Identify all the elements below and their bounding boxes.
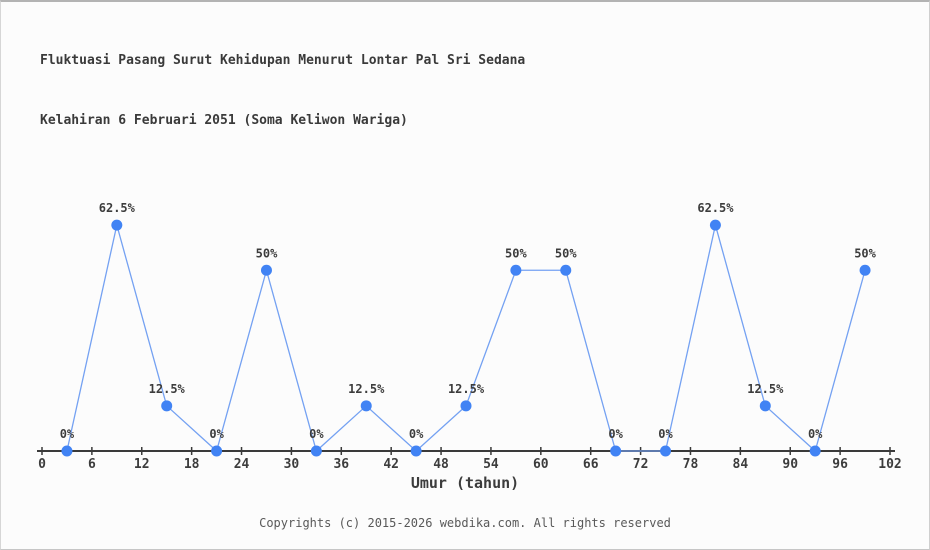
point-label: 0%	[409, 427, 424, 441]
x-tick-label: 84	[733, 457, 749, 472]
x-tick-label: 6	[88, 457, 96, 472]
point-label: 62.5%	[99, 201, 136, 215]
x-axis-title: Umur (tahun)	[410, 474, 520, 492]
point-label: 62.5%	[697, 201, 734, 215]
data-point	[859, 264, 871, 276]
x-tick-label: 60	[533, 457, 549, 472]
data-point	[111, 219, 123, 231]
data-point	[310, 445, 322, 457]
x-tick-label: 42	[383, 457, 399, 472]
data-point	[410, 445, 422, 457]
data-point	[61, 445, 73, 457]
data-line	[66, 224, 866, 453]
data-point	[510, 264, 522, 276]
copyright-text: Copyrights (c) 2015-2026 webdika.com. Al…	[259, 516, 671, 530]
x-tick-label: 18	[184, 457, 200, 472]
x-tick-label: 24	[234, 457, 250, 472]
x-tick-label: 36	[333, 457, 349, 472]
x-tick-label: 90	[782, 457, 798, 472]
point-label: 0%	[309, 427, 324, 441]
point-label: 12.5%	[149, 382, 186, 396]
data-point	[260, 264, 272, 276]
x-tick-label: 54	[483, 457, 499, 472]
chart-title-line2: Kelahiran 6 Februari 2051 (Soma Keliwon …	[40, 113, 408, 128]
data-point	[759, 400, 771, 412]
point-label: 0%	[808, 427, 823, 441]
point-label: 0%	[658, 427, 673, 441]
x-tick-label: 102	[878, 457, 901, 472]
point-label: 0%	[60, 427, 75, 441]
x-tick-label: 48	[433, 457, 449, 472]
data-point	[809, 445, 821, 457]
chart-title: Fluktuasi Pasang Surut Kehidupan Menurut…	[40, 11, 525, 171]
x-tick-label: 66	[583, 457, 599, 472]
x-tick-label: 96	[832, 457, 848, 472]
point-label: 0%	[608, 427, 623, 441]
data-point	[360, 400, 372, 412]
x-tick-label: 0	[38, 457, 46, 472]
point-label: 0%	[209, 427, 224, 441]
data-point	[161, 400, 173, 412]
point-label: 12.5%	[448, 382, 485, 396]
data-point	[709, 219, 721, 231]
x-tick-label: 78	[683, 457, 699, 472]
point-label: 50%	[256, 246, 278, 260]
data-point	[211, 445, 223, 457]
data-point	[460, 400, 472, 412]
point-label: 50%	[854, 246, 876, 260]
point-label: 50%	[505, 246, 527, 260]
data-point	[660, 445, 672, 457]
point-label: 12.5%	[747, 382, 784, 396]
chart-title-line1: Fluktuasi Pasang Surut Kehidupan Menurut…	[40, 53, 526, 68]
data-point	[560, 264, 572, 276]
point-label: 12.5%	[348, 382, 385, 396]
x-tick-label: 72	[633, 457, 649, 472]
point-label: 50%	[555, 246, 577, 260]
data-point	[610, 445, 622, 457]
x-tick-label: 30	[284, 457, 300, 472]
x-tick-label: 12	[134, 457, 150, 472]
